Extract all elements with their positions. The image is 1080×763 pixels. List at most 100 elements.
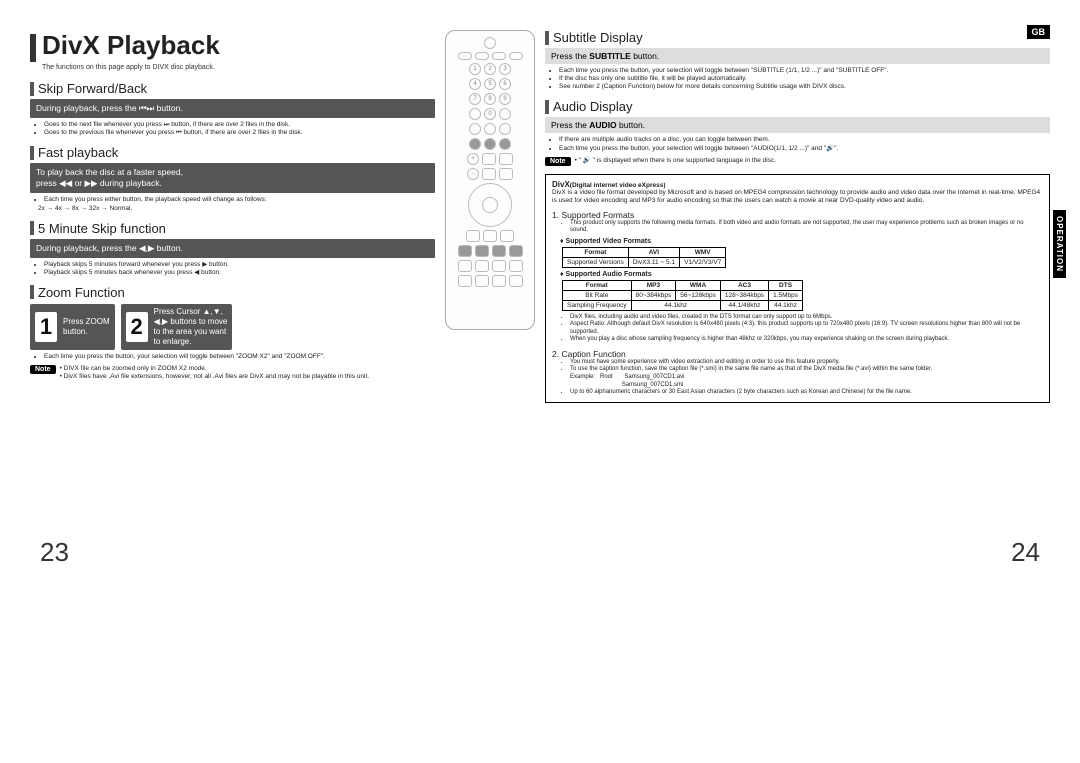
bullet: Each time you press the button, your sel… bbox=[559, 145, 1050, 153]
bullet: Up to 60 alphanumeric characters or 30 E… bbox=[570, 389, 1043, 397]
section-bar-icon bbox=[30, 221, 34, 235]
video-formats-label: Supported Video Formats bbox=[566, 238, 651, 245]
instruction-bar: Press the AUDIO button. bbox=[545, 117, 1050, 133]
page-right: GB OPERATION Subtitle Display Press the … bbox=[545, 30, 1050, 550]
instruction-bar: Press the SUBTITLE button. bbox=[545, 48, 1050, 64]
note-text: " 🔊 " is displayed when there is one sup… bbox=[579, 157, 776, 164]
main-title: DivX Playback bbox=[42, 30, 220, 61]
example-file: Samsung_007CD1.avi bbox=[624, 374, 684, 380]
table-header: WMA bbox=[676, 280, 721, 290]
section-zoom: Zoom Function 1 Press ZOOM button. 2 Pre… bbox=[30, 285, 435, 381]
caption-function-title: 2. Caption Function bbox=[552, 349, 1043, 359]
grey-line: To play back the disc at a faster speed, bbox=[36, 167, 183, 177]
section-title: Audio Display bbox=[553, 99, 633, 114]
bullet: DivX files, including audio and video fi… bbox=[570, 314, 1043, 322]
note-text: DIVX file can be zoomed only in ZOOM X2 … bbox=[64, 365, 207, 372]
step-text: button. bbox=[63, 327, 87, 336]
section-skip5: 5 Minute Skip function During playback, … bbox=[30, 221, 435, 277]
operation-tab: OPERATION bbox=[1053, 210, 1066, 278]
step-text: Press Cursor ▲,▼, bbox=[154, 307, 223, 316]
bullet: You must have some experience with video… bbox=[570, 359, 1043, 367]
bullet: Goes to the next file whenever you press… bbox=[44, 121, 435, 129]
section-subtitle: Subtitle Display Press the SUBTITLE butt… bbox=[545, 30, 1050, 91]
section-title: Fast playback bbox=[38, 145, 118, 160]
divx-heading-main: DivX bbox=[552, 180, 570, 189]
section-skip: Skip Forward/Back During playback, press… bbox=[30, 81, 435, 137]
bullet: Playback skips 5 minutes forward wheneve… bbox=[44, 261, 435, 269]
bullet: Each time you press either button, the p… bbox=[44, 196, 435, 204]
table-header: AC3 bbox=[720, 280, 768, 290]
bullet: Each time you press the button, your sel… bbox=[44, 353, 435, 361]
video-formats-table: Format AVI WMV Supported Versions DivX3.… bbox=[562, 247, 726, 268]
section-bar-icon bbox=[545, 100, 549, 114]
title-subtext: The functions on this page apply to DIVX… bbox=[42, 64, 435, 71]
bullet-list: If there are multiple audio tracks on a … bbox=[551, 136, 1050, 152]
main-title-row: DivX Playback bbox=[30, 30, 435, 62]
table-header: WMV bbox=[680, 247, 726, 257]
note-badge: Note bbox=[30, 365, 56, 374]
step-text: ◀,▶ buttons to move bbox=[154, 317, 228, 326]
table-cell: Bit Rate bbox=[563, 290, 632, 300]
divx-heading-sub: (Digital internet video eXpress) bbox=[570, 182, 666, 189]
table-header: Format bbox=[563, 280, 632, 290]
example-file: Samsung_007CD1.smi bbox=[622, 382, 684, 388]
step-card-2: 2 Press Cursor ▲,▼, ◀,▶ buttons to move … bbox=[121, 304, 233, 350]
section-bar-icon bbox=[30, 285, 34, 299]
table-cell: Supported Versions bbox=[563, 257, 629, 267]
grey-line: press ◀◀ or ▶▶ during playback. bbox=[36, 178, 162, 188]
bullet: Playback skips 5 minutes back whenever y… bbox=[44, 269, 435, 277]
section-bar-icon bbox=[30, 82, 34, 96]
section-title: Zoom Function bbox=[38, 285, 125, 300]
bullet: Each time you press the button, your sel… bbox=[559, 67, 1050, 75]
table-cell: 44.1khz bbox=[631, 300, 720, 310]
bullet: If the disc has only one subtitle file, … bbox=[559, 75, 1050, 83]
bullet-list: Each time you press the button, your sel… bbox=[36, 353, 435, 361]
note-row: Note • " 🔊 " is displayed when there is … bbox=[545, 157, 1050, 166]
step-text: to enlarge. bbox=[154, 337, 192, 346]
bullet: When you play a disc whose sampling freq… bbox=[570, 336, 1043, 344]
table-cell: V1/V2/V3/V7 bbox=[680, 257, 726, 267]
example-root: Root bbox=[600, 374, 613, 380]
page-left: DivX Playback The functions on this page… bbox=[30, 30, 535, 550]
step-number: 1 bbox=[35, 312, 57, 342]
divx-info-box: DivX(Digital internet video eXpress) Div… bbox=[545, 174, 1050, 403]
supported-formats-title: 1. Supported Formats bbox=[552, 210, 1043, 220]
bullet-list: Playback skips 5 minutes forward wheneve… bbox=[36, 261, 435, 277]
table-cell: 128~384kbps bbox=[720, 290, 768, 300]
table-header: MP3 bbox=[631, 280, 676, 290]
section-title: Skip Forward/Back bbox=[38, 81, 147, 96]
step-number: 2 bbox=[126, 312, 148, 342]
bullet-list: Each time you press either button, the p… bbox=[36, 196, 435, 212]
instruction-box: During playback, press the ⏮⏭ button. bbox=[30, 99, 435, 118]
table-header: AVI bbox=[628, 247, 679, 257]
table-cell: 1.5Mbps bbox=[769, 290, 803, 300]
note-badge: Note bbox=[545, 157, 571, 166]
section-bar-icon bbox=[545, 31, 549, 45]
table-cell: 56~128kbps bbox=[676, 290, 721, 300]
page-number-right: 24 bbox=[1011, 537, 1040, 568]
section-title: 5 Minute Skip function bbox=[38, 221, 166, 236]
section-title: Subtitle Display bbox=[553, 30, 643, 45]
title-bar-icon bbox=[30, 34, 36, 62]
caption-example: Example: Root Samsung_007CD1.avi Samsung… bbox=[570, 374, 1043, 390]
bullet: This product only supports the following… bbox=[570, 220, 1043, 235]
divx-heading: DivX(Digital internet video eXpress) bbox=[552, 180, 1043, 189]
bullet: Aspect Ratio: Although default DivX reso… bbox=[570, 321, 1043, 336]
instruction-box: During playback, press the ◀,▶ button. bbox=[30, 239, 435, 258]
table-cell: Sampling Frequency bbox=[563, 300, 632, 310]
bullet: See number 2 (Caption Function) below fo… bbox=[559, 83, 1050, 91]
divx-intro: DivX is a video file format developed by… bbox=[552, 189, 1043, 205]
remote-illustration: 123 456 789 0 + − bbox=[445, 30, 535, 330]
table-cell: 44.1/48khz bbox=[720, 300, 768, 310]
bullet-list: Goes to the next file whenever you press… bbox=[36, 121, 435, 137]
step-card-1: 1 Press ZOOM button. bbox=[30, 304, 115, 350]
table-header: Format bbox=[563, 247, 629, 257]
bullet: 2x → 4x → 8x → 32x → Normal. bbox=[38, 205, 435, 213]
bullet-list: Each time you press the button, your sel… bbox=[551, 67, 1050, 91]
example-label: Example: bbox=[570, 374, 595, 380]
audio-formats-label: Supported Audio Formats bbox=[566, 271, 652, 278]
table-cell: 44.1khz bbox=[769, 300, 803, 310]
bullet: If there are multiple audio tracks on a … bbox=[559, 136, 1050, 144]
section-fast: Fast playback To play back the disc at a… bbox=[30, 145, 435, 212]
instruction-box: To play back the disc at a faster speed,… bbox=[30, 163, 435, 193]
